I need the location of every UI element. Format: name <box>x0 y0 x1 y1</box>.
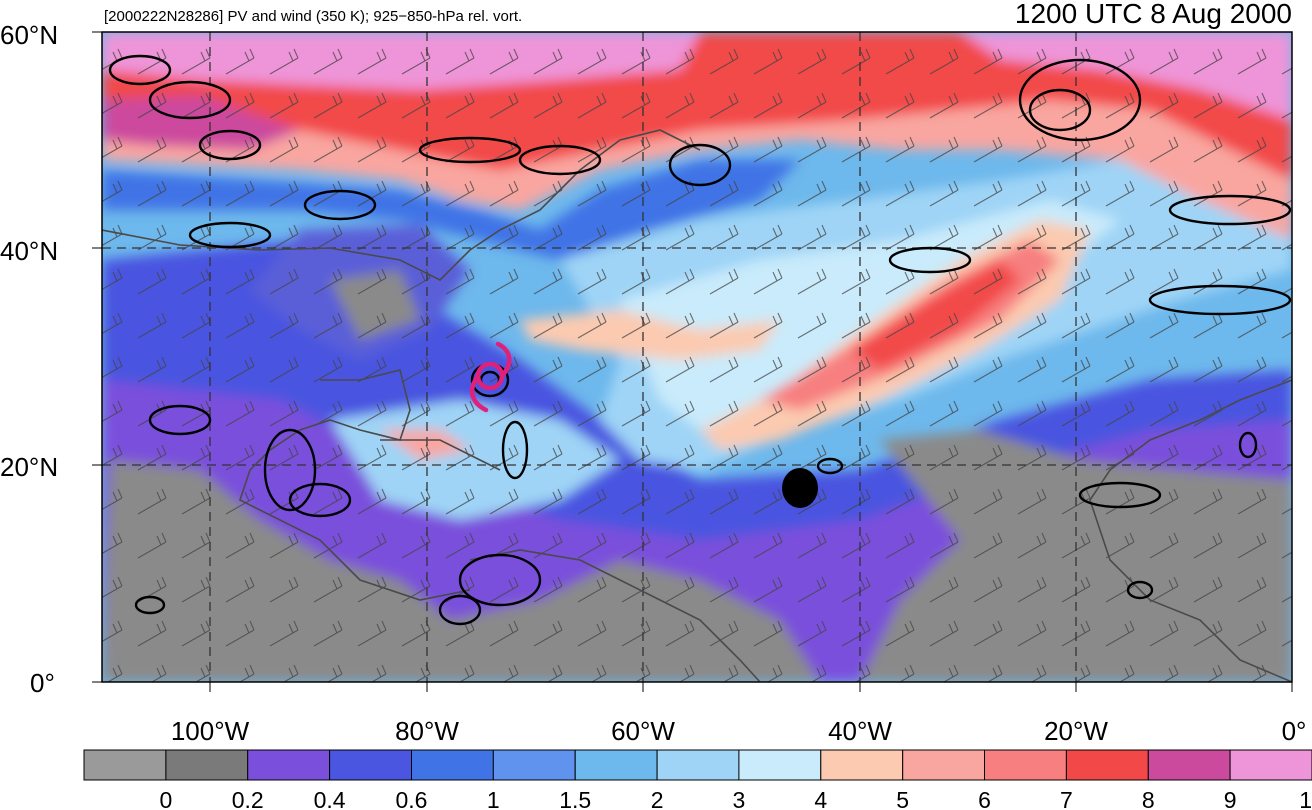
lat-labels: 60°N 40°N 20°N 0° <box>0 20 58 698</box>
map-frame <box>101 31 1293 683</box>
colorbar-label: 1 <box>487 787 500 810</box>
lon-label-20w: 20°W <box>1044 716 1108 746</box>
vorticity-max <box>782 468 818 508</box>
colorbar-swatch <box>1065 749 1149 781</box>
lat-label-20n: 20°N <box>0 452 58 482</box>
colorbar-label: 10 <box>1299 787 1312 810</box>
colorbar-label: 8 <box>1142 787 1155 810</box>
colorbar-label: 2 <box>651 787 664 810</box>
colorbar-swatch <box>411 749 494 781</box>
colorbar-label: 0.4 <box>314 787 346 810</box>
colorbar-label: 1.5 <box>559 787 591 810</box>
map-description: [2000222N28286] PV and wind (350 K); 925… <box>104 8 523 25</box>
lon-labels: 100°W 80°W 60°W 40°W 20°W 0° <box>171 716 1307 746</box>
lat-label-40n: 40°N <box>0 236 58 266</box>
colorbar-swatch <box>574 749 658 781</box>
map-area <box>102 32 1292 682</box>
lon-label-0: 0° <box>1282 716 1307 746</box>
wind-barbs <box>102 32 1292 682</box>
colorbar-swatch <box>820 749 904 781</box>
colorbar-swatch <box>738 749 822 781</box>
tropical-storm-icon <box>469 341 512 413</box>
colorbar-swatch <box>165 749 249 781</box>
colorbar-swatch <box>984 749 1067 781</box>
colorbar-label: 9 <box>1224 787 1237 810</box>
colorbar-swatch <box>247 749 331 781</box>
colorbar: 0 0.2 0.4 0.6 1 1.5 2 3 4 5 6 7 8 9 10 <box>83 749 1312 810</box>
coastlines <box>102 129 1292 682</box>
colorbar-label: 0.2 <box>232 787 264 810</box>
colorbar-swatch <box>1229 749 1312 781</box>
colorbar-swatch <box>656 749 740 781</box>
lon-label-100w: 100°W <box>171 716 250 746</box>
colorbar-swatch <box>902 749 986 781</box>
colorbar-swatch <box>492 749 576 781</box>
colorbar-label: 0.6 <box>396 787 428 810</box>
valid-time: 1200 UTC 8 Aug 2000 <box>1014 0 1292 29</box>
colorbar-label: 6 <box>978 787 991 810</box>
lon-label-40w: 40°W <box>828 716 892 746</box>
lat-label-0: 0° <box>30 668 55 698</box>
lat-label-60n: 60°N <box>0 20 58 50</box>
frame-ticks <box>92 31 1293 692</box>
colorbar-label: 0 <box>160 787 173 810</box>
colorbar-label: 4 <box>814 787 827 810</box>
lon-label-60w: 60°W <box>611 716 675 746</box>
colorbar-label: 7 <box>1060 787 1073 810</box>
colorbar-label: 5 <box>896 787 909 810</box>
colorbar-swatch <box>83 749 167 781</box>
colorbar-swatch <box>329 749 413 781</box>
lon-label-80w: 80°W <box>395 716 459 746</box>
colorbar-swatch <box>1147 749 1231 781</box>
colorbar-label: 3 <box>733 787 746 810</box>
